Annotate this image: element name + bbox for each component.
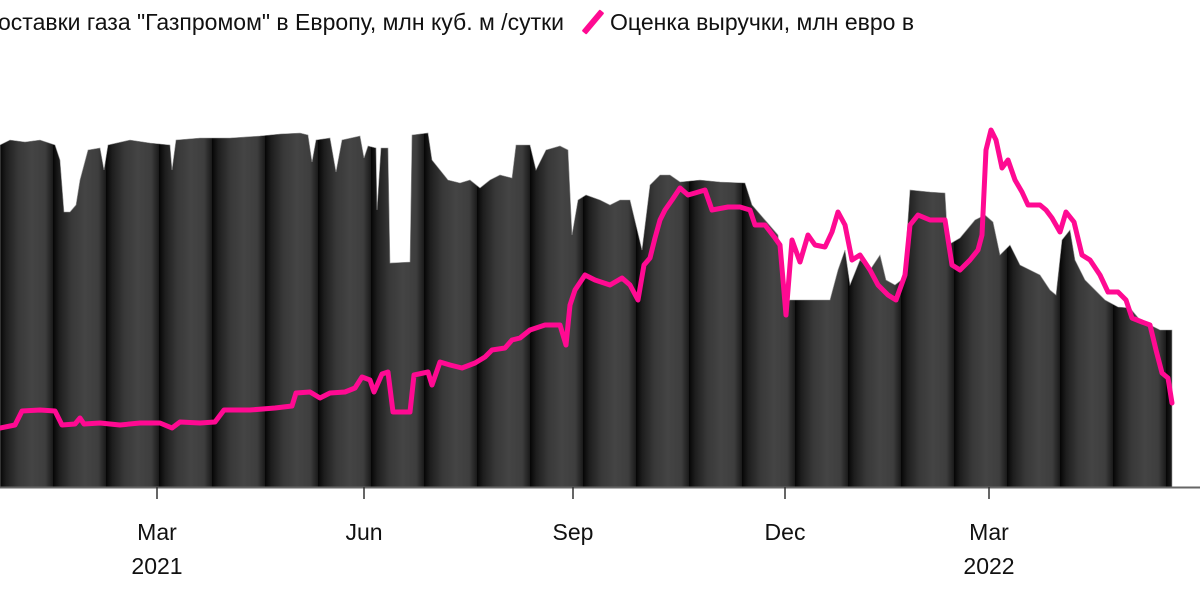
x-axis-ticks <box>156 487 990 499</box>
legend-label-revenue: Оценка выручки, млн евро в <box>610 8 915 35</box>
revenue-line <box>0 127 1175 431</box>
gas-supply-area <box>0 132 1173 488</box>
legend-item-revenue: Оценка выручки, млн евро в <box>564 8 914 36</box>
chart-legend: оставки газа "Газпромом" в Европу, млн к… <box>0 4 914 40</box>
legend-label-gas-supply: оставки газа "Газпромом" в Европу, млн к… <box>0 8 565 35</box>
legend-item-gas-supply: оставки газа "Газпромом" в Европу, млн к… <box>0 9 564 36</box>
